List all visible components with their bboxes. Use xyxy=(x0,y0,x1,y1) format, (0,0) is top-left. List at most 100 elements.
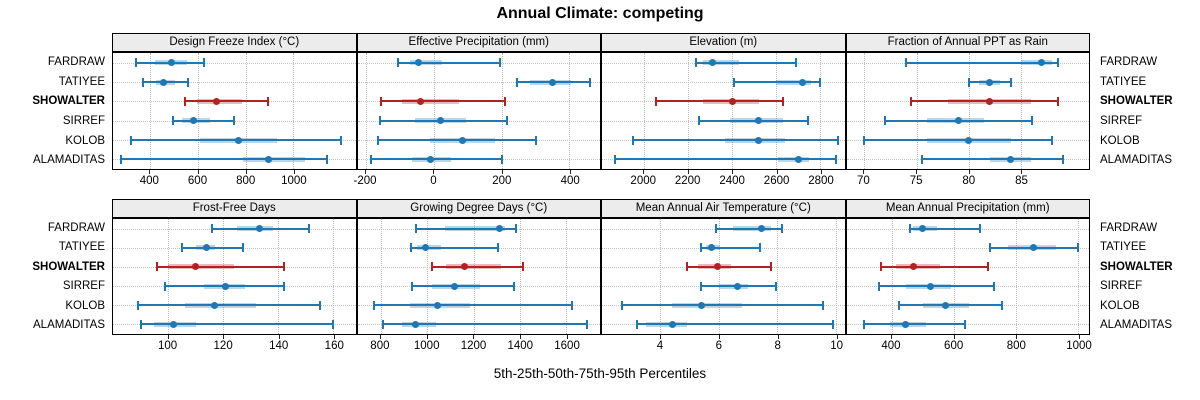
median-dot-kolob xyxy=(234,136,242,144)
whisker-cap-5th-kolob xyxy=(898,300,901,310)
station-label-right-showalter: SHOWALTER xyxy=(1100,260,1173,273)
station-label-left-showalter: SHOWALTER xyxy=(32,95,105,108)
whisker-cap-95th-tatiyee xyxy=(1009,77,1012,87)
axis-tick-label: 600 xyxy=(944,340,964,352)
panel-plot-frost-free-days xyxy=(112,218,357,335)
median-dot-tatiyee xyxy=(159,78,167,86)
whisker-cap-5th-showalter xyxy=(879,262,882,272)
axis-tick xyxy=(433,170,435,174)
station-label-left-fardraw: FARDRAW xyxy=(47,55,105,68)
whisker-cap-95th-tatiyee xyxy=(588,77,591,87)
panel-row-bottom: FARDRAW FARDRAW TATIYEE TATIYEE SHOWALTER SHO… xyxy=(0,199,1200,335)
whisker-cap-5th-tatiyee xyxy=(967,77,970,87)
whisker-cap-5th-kolob xyxy=(129,135,132,145)
interval-line-5-95-fardraw xyxy=(715,227,782,230)
axis-tick xyxy=(520,335,522,339)
station-label-right-alamaditas: ALAMADITAS xyxy=(1100,154,1172,167)
whisker-cap-95th-sirref xyxy=(774,281,777,291)
panel-fraction-of-annual-ppt-as-rain: Fraction of Annual PPT as Rain xyxy=(845,33,1090,170)
axis-tick-label: 1200 xyxy=(460,340,487,352)
station-label-left-kolob: KOLOB xyxy=(65,134,105,147)
gridline-vertical xyxy=(365,53,367,169)
gridline-vertical xyxy=(168,219,170,334)
whisker-cap-5th-alamaditas xyxy=(862,319,865,329)
axis-tick-label: 2600 xyxy=(763,175,790,187)
axis-tick xyxy=(836,335,838,339)
panel-plot-elevation-m xyxy=(601,52,846,170)
whisker-cap-95th-alamaditas xyxy=(834,154,837,164)
whisker-cap-5th-showalter xyxy=(685,262,688,272)
gridline-vertical xyxy=(864,53,866,169)
median-dot-tatiyee xyxy=(708,244,716,252)
station-label-right-kolob: KOLOB xyxy=(1100,134,1140,147)
whisker-cap-95th-sirref xyxy=(807,116,810,126)
median-dot-showalter xyxy=(713,263,721,271)
median-dot-alamaditas xyxy=(902,320,910,328)
axis-tick-label: 140 xyxy=(269,340,289,352)
whisker-cap-95th-kolob xyxy=(318,300,321,310)
whisker-cap-95th-tatiyee xyxy=(496,243,499,253)
median-dot-alamaditas xyxy=(1007,155,1015,163)
whisker-cap-95th-sirref xyxy=(1030,116,1033,126)
median-dot-kolob xyxy=(965,136,973,144)
interval-line-5-95-tatiyee xyxy=(410,246,498,249)
whisker-cap-95th-showalter xyxy=(282,262,285,272)
whisker-cap-95th-fardraw xyxy=(515,224,518,234)
panel-strip-design-freeze-index-c: Design Freeze Index (°C) xyxy=(112,33,357,52)
whisker-cap-95th-sirref xyxy=(232,116,235,126)
median-dot-tatiyee xyxy=(1029,244,1037,252)
median-dot-alamaditas xyxy=(794,155,802,163)
median-dot-alamaditas xyxy=(264,155,272,163)
gridline-horizontal xyxy=(113,62,356,64)
whisker-cap-95th-alamaditas xyxy=(586,319,589,329)
whisker-cap-5th-sirref xyxy=(378,116,381,126)
x-axis-row-top: 400 600 800 1000 -200 0 200 400 2000 2200 2400 2600… xyxy=(0,170,1200,196)
interval-line-5-95-fardraw xyxy=(415,227,517,230)
interval-line-5-95-tatiyee xyxy=(701,246,760,249)
whisker-cap-5th-alamaditas xyxy=(120,154,123,164)
gridline-vertical xyxy=(718,219,720,334)
whisker-cap-5th-tatiyee xyxy=(515,77,518,87)
median-dot-kolob xyxy=(697,301,705,309)
whisker-cap-5th-tatiyee xyxy=(700,243,703,253)
axis-tick xyxy=(245,170,247,174)
panel-plot-growing-degree-days-c xyxy=(356,218,601,335)
interval-line-5-95-kolob xyxy=(622,304,823,307)
gridline-vertical xyxy=(519,219,521,334)
interval-line-5-95-alamaditas xyxy=(121,158,327,161)
whisker-cap-5th-tatiyee xyxy=(733,77,736,87)
interval-line-5-95-sirref xyxy=(699,119,809,122)
median-dot-fardraw xyxy=(1038,59,1046,67)
whisker-cap-95th-kolob xyxy=(821,300,824,310)
station-label-right-sirref: SIRREF xyxy=(1100,114,1143,127)
whisker-cap-5th-showalter xyxy=(380,96,383,106)
gridline-vertical xyxy=(1021,53,1023,169)
axis-tick-label: 100 xyxy=(157,340,178,352)
median-dot-alamaditas xyxy=(426,155,434,163)
axis-tick-label: 1600 xyxy=(554,340,580,352)
whisker-cap-95th-fardraw xyxy=(202,58,205,68)
whisker-cap-5th-fardraw xyxy=(694,58,697,68)
whisker-cap-95th-kolob xyxy=(340,135,343,145)
interval-line-5-95-tatiyee xyxy=(181,246,243,249)
whisker-cap-95th-fardraw xyxy=(1056,58,1059,68)
whisker-cap-95th-alamaditas xyxy=(1061,154,1064,164)
median-dot-alamaditas xyxy=(170,320,178,328)
gridline-vertical xyxy=(501,53,503,169)
axis-tick-label: 75 xyxy=(909,175,923,187)
axis-tick xyxy=(953,335,955,339)
gridline-vertical xyxy=(732,53,734,169)
whisker-cap-95th-showalter xyxy=(770,262,773,272)
station-label-left-kolob: KOLOB xyxy=(65,299,105,312)
axis-tick xyxy=(473,335,475,339)
interval-line-5-95-alamaditas xyxy=(921,158,1063,161)
gridline-vertical xyxy=(687,53,689,169)
panel-plot-effective-precipitation-mm xyxy=(356,52,601,170)
gridline-vertical xyxy=(835,219,837,334)
whisker-cap-5th-fardraw xyxy=(211,224,214,234)
interval-line-5-95-showalter xyxy=(656,100,783,103)
whisker-cap-95th-kolob xyxy=(1000,300,1003,310)
whisker-cap-5th-alamaditas xyxy=(382,319,385,329)
median-dot-showalter xyxy=(416,97,424,105)
panel-elevation-m: Elevation (m) xyxy=(601,33,846,170)
